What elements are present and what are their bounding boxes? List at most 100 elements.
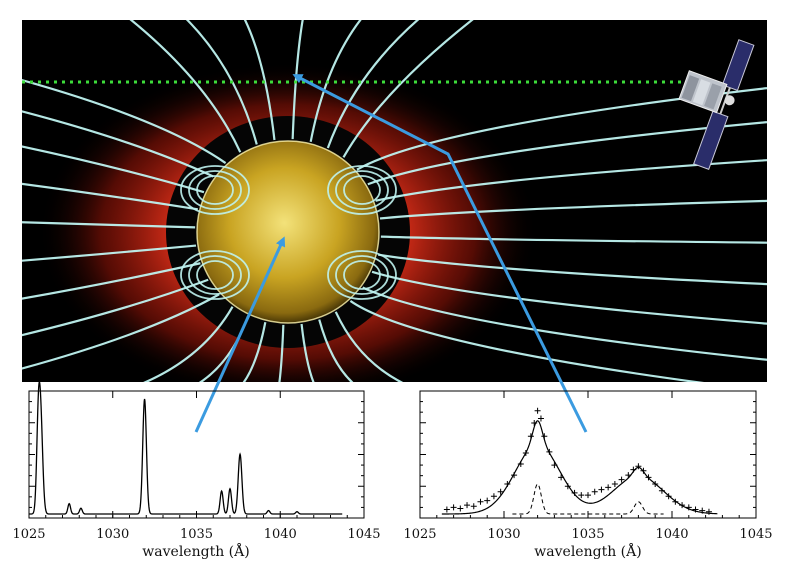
field-loop (180, 250, 250, 300)
field-line (22, 78, 227, 164)
data-point (611, 481, 618, 488)
closed-field-loops (180, 165, 397, 300)
data-point (527, 433, 534, 440)
field-line (22, 110, 214, 178)
data-point (517, 461, 524, 468)
field-line (326, 20, 420, 149)
data-point (699, 507, 706, 514)
data-point (652, 481, 659, 488)
data-point (578, 492, 585, 499)
field-line (378, 253, 767, 286)
x-tick-label: 1040 (655, 527, 688, 542)
data-point (541, 433, 548, 440)
field-line (22, 278, 209, 337)
field-line (379, 199, 767, 220)
x-tick-label: 1045 (347, 527, 380, 542)
arrow-to-disk (194, 236, 286, 433)
data-point (464, 502, 471, 509)
field-line (349, 300, 705, 382)
data-point (625, 472, 632, 479)
x-tick-label: 1045 (739, 527, 772, 542)
field-line (334, 311, 404, 382)
data-point (497, 488, 504, 495)
data-point (457, 505, 464, 512)
data-point (685, 504, 692, 511)
field-loop (343, 175, 381, 205)
disk-plot-frame (28, 390, 365, 519)
spacecraft-icon (678, 39, 755, 170)
field-line (22, 262, 201, 300)
corona-plot-xlabel: wavelength (Å) (534, 542, 641, 560)
field-line (143, 306, 234, 382)
data-point (605, 484, 612, 491)
x-tick-label: 1040 (264, 527, 297, 542)
disk-spectrum-plot: 1025 1030 1035 1040 1045 wavelength (Å) (12, 379, 381, 560)
field-line (22, 182, 198, 211)
field-line (375, 159, 767, 202)
data-point (672, 498, 679, 505)
field-loop (335, 255, 389, 295)
data-point (658, 487, 665, 494)
corona-data-points (443, 407, 712, 515)
x-tick-label: 1025 (403, 527, 436, 542)
arrow-to-corona (292, 74, 588, 433)
field-line (22, 145, 205, 194)
corona-fit-line (441, 420, 718, 515)
field-line (362, 286, 767, 361)
disk-plot-xlabel: wavelength (Å) (142, 542, 249, 560)
disk-plot-ticks: 1025 1030 1035 1040 1045 (12, 391, 381, 542)
field-line (278, 324, 285, 382)
x-tick-label: 1035 (571, 527, 604, 542)
data-point (705, 508, 712, 515)
field-loop (196, 260, 234, 290)
data-point (450, 504, 457, 511)
data-point (522, 449, 529, 456)
data-point (618, 476, 625, 483)
field-loop (327, 165, 397, 215)
data-point (679, 502, 686, 509)
disk-spectrum-line (29, 379, 343, 515)
data-point (564, 483, 571, 490)
data-point (537, 415, 544, 422)
field-line (129, 20, 242, 153)
solar-image-panel (22, 20, 767, 382)
data-point (591, 488, 598, 495)
field-line (318, 319, 354, 382)
data-point (504, 481, 511, 488)
data-point (551, 462, 558, 469)
field-line (22, 221, 196, 229)
data-point (443, 506, 450, 513)
data-point (546, 448, 553, 455)
data-point (571, 489, 578, 496)
field-line (243, 20, 276, 141)
field-loop (335, 170, 389, 210)
corona-spectrum-plot: 1025 1030 1035 1040 1045 wavelength (Å) (403, 390, 773, 560)
field-line (185, 20, 258, 145)
x-tick-label: 1025 (12, 527, 45, 542)
sun-disk (197, 141, 379, 323)
field-line (242, 321, 267, 382)
corona-plot-ticks: 1025 1030 1035 1040 1045 (403, 391, 773, 542)
data-point (665, 493, 672, 500)
field-line (22, 244, 197, 262)
data-point (598, 486, 605, 493)
data-point (490, 493, 497, 500)
field-line (371, 270, 767, 325)
x-tick-label: 1030 (487, 527, 520, 542)
field-loop (343, 260, 381, 290)
field-line (22, 293, 220, 370)
field-line (291, 20, 304, 140)
data-point (635, 463, 642, 470)
field-line (380, 235, 767, 244)
data-point (640, 467, 647, 474)
field-line (309, 20, 362, 143)
sun-limb (196, 140, 380, 324)
x-tick-label: 1030 (96, 527, 129, 542)
data-point (534, 407, 541, 414)
data-point (630, 466, 637, 473)
data-point (645, 474, 652, 481)
field-loop (180, 165, 250, 215)
data-point (692, 506, 699, 513)
field-line (300, 323, 315, 382)
